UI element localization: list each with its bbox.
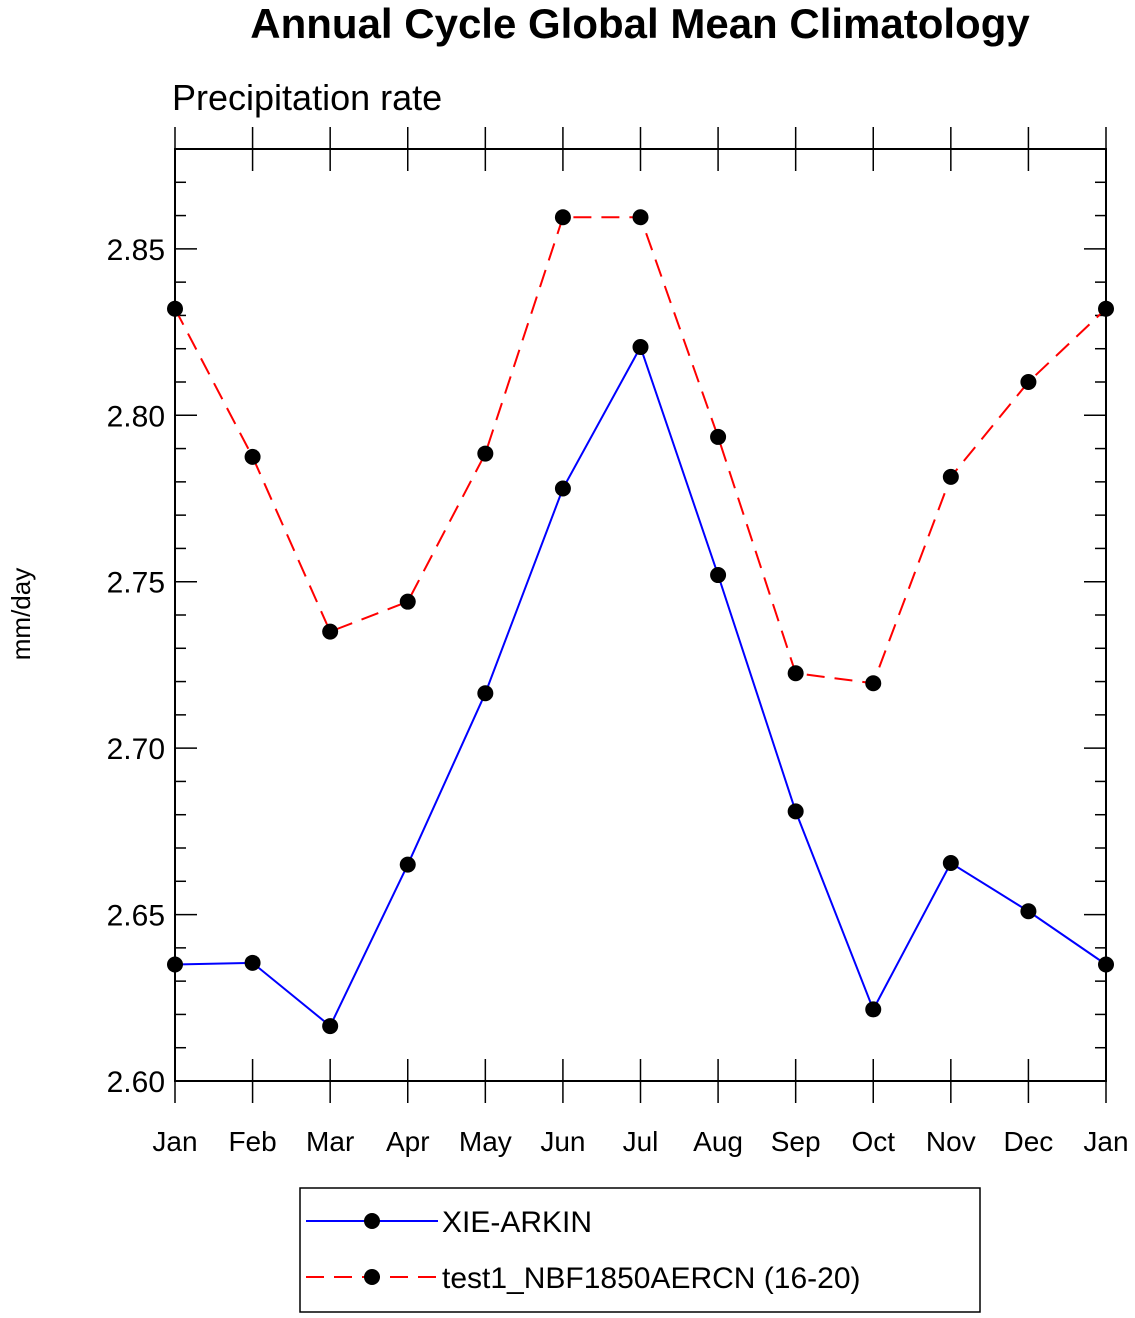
data-point-series-0 — [942, 854, 959, 871]
data-point-series-1 — [322, 623, 339, 640]
series-markers — [167, 209, 1114, 1035]
data-point-series-1 — [399, 593, 416, 610]
data-point-series-0 — [477, 685, 494, 702]
data-point-series-0 — [710, 567, 727, 584]
legend-label-1: test1_NBF1850AERCN (16-20) — [442, 1262, 861, 1295]
data-point-series-1 — [244, 448, 261, 465]
data-point-series-0 — [167, 956, 183, 973]
x-tick-label: Mar — [306, 1126, 354, 1157]
series-line-1 — [174, 216, 1107, 685]
data-point-series-0 — [244, 954, 261, 971]
y-axis-label: mm/day — [6, 568, 36, 660]
x-tick-label: Feb — [228, 1126, 276, 1157]
data-point-series-0 — [1020, 903, 1037, 920]
data-point-series-1 — [865, 675, 882, 692]
series-line-0 — [174, 344, 1107, 1028]
chart-title: Annual Cycle Global Mean Climatology — [250, 0, 1030, 47]
legend: XIE-ARKIN test1_NBF1850AERCN (16-20) — [299, 1187, 981, 1313]
data-point-series-0 — [787, 803, 804, 820]
data-point-series-1 — [477, 445, 494, 462]
y-tick-label: 2.60 — [107, 1066, 165, 1099]
data-point-series-0 — [322, 1018, 339, 1035]
x-tick-label: Jul — [623, 1126, 659, 1157]
x-tick-label: Oct — [851, 1126, 895, 1157]
y-tick-label: 2.85 — [107, 234, 165, 267]
x-tick-label: Jun — [540, 1126, 585, 1157]
x-tick-label: May — [459, 1126, 512, 1157]
legend-label-0: XIE-ARKIN — [442, 1206, 592, 1239]
data-point-series-0 — [1098, 956, 1114, 973]
x-tick-label: Nov — [926, 1126, 976, 1157]
plot-frame — [174, 148, 1107, 1082]
series-lines — [174, 216, 1107, 1028]
legend-box — [299, 1187, 981, 1313]
legend-marker-1 — [364, 1269, 380, 1285]
x-axis: Jan Feb Mar Apr May Jun Jul Aug Sep Oct Nov Dec Jan — [152, 127, 1129, 1157]
y-tick-label: 2.80 — [107, 400, 165, 433]
y-tick-label: 2.70 — [107, 733, 165, 766]
chart-subtitle: Precipitation rate — [172, 77, 442, 118]
x-tick-label: Sep — [771, 1126, 821, 1157]
x-tick-label: Jan — [152, 1126, 197, 1157]
data-point-series-0 — [554, 480, 571, 497]
x-tick-label: Dec — [1004, 1126, 1054, 1157]
y-tick-label: 2.75 — [107, 567, 165, 600]
y-axis: 2.60 2.65 2.70 2.75 2.80 2.85 — [107, 148, 1106, 1099]
data-point-series-1 — [942, 468, 959, 485]
data-point-series-1 — [554, 209, 571, 226]
data-point-series-0 — [632, 339, 649, 356]
data-point-series-1 — [1020, 374, 1037, 390]
data-point-series-1 — [787, 665, 804, 682]
data-point-series-0 — [865, 1001, 882, 1018]
data-point-series-0 — [399, 856, 416, 873]
plot-border — [174, 148, 1107, 1082]
data-point-series-1 — [1098, 300, 1114, 317]
y-tick-label: 2.65 — [107, 900, 165, 933]
data-point-series-1 — [632, 209, 649, 226]
x-tick-label: Aug — [693, 1126, 743, 1157]
data-point-series-1 — [710, 428, 727, 445]
x-tick-label: Apr — [386, 1126, 430, 1157]
data-point-series-1 — [167, 300, 183, 317]
legend-marker-0 — [364, 1213, 380, 1229]
x-tick-label: Jan — [1083, 1126, 1128, 1157]
